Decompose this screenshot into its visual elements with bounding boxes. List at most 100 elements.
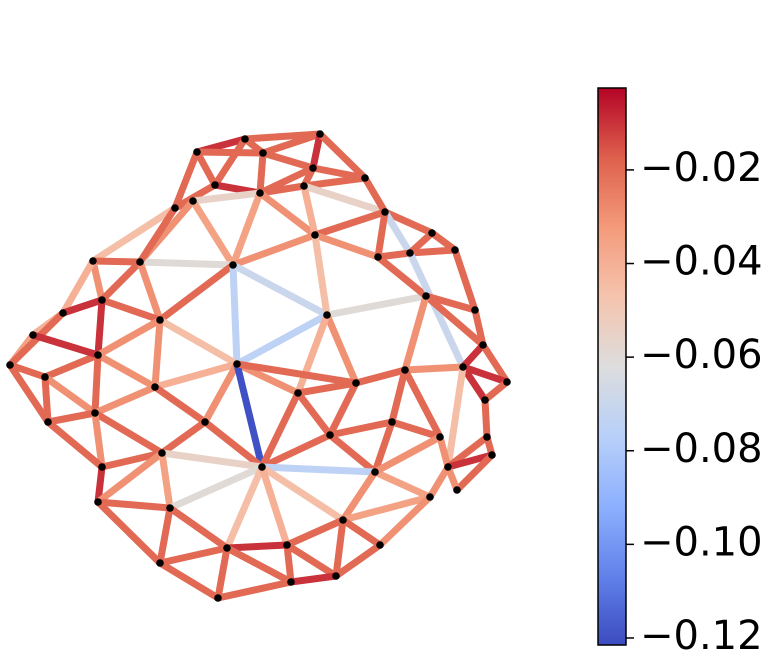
edge — [189, 189, 264, 205]
node — [98, 463, 106, 471]
edge — [323, 311, 360, 387]
edge — [94, 498, 174, 512]
node — [287, 578, 295, 586]
edge — [91, 383, 159, 417]
node — [361, 174, 369, 182]
edge — [151, 383, 209, 426]
colorbar-tick-label: −0.08 — [640, 426, 763, 472]
edge — [44, 418, 106, 471]
edge — [294, 389, 334, 439]
node — [459, 363, 467, 371]
edge — [229, 231, 319, 269]
edge — [98, 258, 144, 304]
edge — [229, 261, 331, 319]
node — [258, 463, 266, 471]
node — [323, 311, 331, 319]
node — [483, 433, 491, 441]
edge — [381, 208, 414, 257]
edge — [229, 261, 241, 368]
edge — [381, 208, 436, 237]
edge — [91, 409, 106, 471]
edge — [223, 463, 266, 552]
edge — [136, 258, 164, 324]
edge — [258, 463, 379, 476]
node — [6, 361, 14, 369]
edge — [300, 182, 389, 216]
edge — [59, 296, 106, 317]
colorbar-tick-label: −0.06 — [640, 332, 763, 378]
edge — [259, 149, 317, 172]
edge — [158, 449, 174, 512]
edge — [459, 363, 489, 404]
edge — [332, 541, 384, 580]
edge — [41, 351, 102, 381]
node — [436, 433, 444, 441]
edge — [223, 541, 291, 552]
edge — [339, 516, 384, 549]
edge — [136, 258, 237, 269]
node — [444, 463, 452, 471]
node — [428, 229, 436, 237]
node — [426, 493, 434, 501]
edge — [89, 257, 106, 304]
node — [223, 544, 231, 552]
node — [388, 418, 396, 426]
edge — [258, 389, 302, 471]
node — [241, 135, 249, 143]
edge — [388, 366, 409, 426]
edge — [376, 493, 434, 549]
edge — [201, 360, 241, 426]
edge — [451, 246, 479, 314]
edge — [294, 311, 331, 397]
node — [201, 418, 209, 426]
node — [229, 261, 237, 269]
edge — [283, 541, 340, 580]
edge — [426, 463, 452, 501]
edge — [214, 578, 295, 602]
node — [300, 182, 308, 190]
node — [151, 383, 159, 391]
edge — [459, 363, 511, 386]
node — [453, 486, 461, 494]
node — [211, 181, 219, 189]
colorbar — [597, 87, 627, 646]
edge — [211, 135, 249, 189]
edge — [29, 331, 102, 359]
edge — [401, 292, 430, 374]
edge — [6, 361, 49, 381]
edge — [166, 463, 266, 512]
edge — [374, 253, 430, 300]
nodes — [6, 130, 511, 602]
edge — [371, 468, 434, 501]
edge — [352, 366, 409, 387]
node — [376, 541, 384, 549]
edge — [444, 451, 496, 471]
edge — [156, 544, 231, 567]
edge — [401, 363, 467, 374]
edge — [166, 504, 231, 552]
edge — [300, 174, 369, 190]
edge — [229, 189, 264, 269]
edge — [326, 379, 360, 439]
edge — [436, 433, 452, 471]
edge — [214, 544, 231, 602]
edge — [94, 498, 164, 567]
edge — [332, 516, 347, 580]
edge — [311, 231, 382, 261]
node — [94, 498, 102, 506]
edge — [59, 257, 97, 317]
edge — [258, 463, 291, 549]
edge — [256, 149, 267, 197]
edge — [374, 249, 414, 261]
edge — [287, 572, 340, 586]
node — [189, 197, 197, 205]
edge — [94, 463, 106, 506]
node — [44, 418, 52, 426]
node — [471, 306, 479, 314]
edge — [326, 418, 396, 439]
node — [233, 360, 241, 368]
edge — [256, 189, 319, 239]
node — [352, 379, 360, 387]
node — [158, 449, 166, 457]
